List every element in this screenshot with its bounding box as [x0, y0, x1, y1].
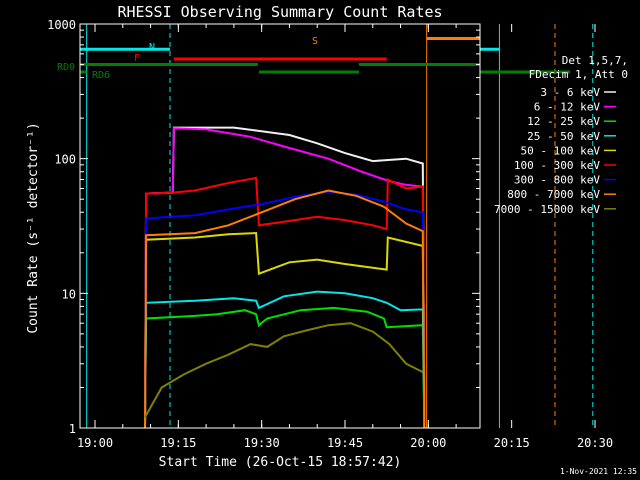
- legend-label: 50 - 100 keV: [521, 144, 601, 157]
- series-line: [144, 306, 426, 429]
- x-tick-label: 19:30: [244, 436, 280, 450]
- legend-label: 300 - 800 keV: [514, 174, 600, 187]
- y-tick-label: 1: [69, 422, 76, 436]
- legend-label: 3 - 6 keV: [540, 86, 600, 99]
- x-tick-label: 19:15: [160, 436, 196, 450]
- flag-label: S: [312, 36, 318, 47]
- y-tick-label: 1000: [47, 18, 76, 32]
- flag-label: RD0: [57, 62, 75, 73]
- footer-timestamp: 1-Nov-2021 12:35: [560, 467, 637, 476]
- x-tick-label: 19:45: [327, 436, 363, 450]
- legend-label: 6 - 12 keV: [534, 101, 601, 114]
- series-line: [144, 176, 426, 429]
- legend-header: Det 1,5,7,: [562, 54, 628, 67]
- series-line: [144, 189, 426, 429]
- y-tick-label: 10: [62, 287, 76, 301]
- y-tick-label: 100: [54, 153, 76, 167]
- legend-label: 800 - 7000 keV: [507, 188, 600, 201]
- flag-label: N: [149, 42, 155, 53]
- x-tick-label: 20:15: [494, 436, 530, 450]
- series-line: [144, 290, 426, 429]
- legend-label: 7000 - 15000 keV: [494, 203, 600, 216]
- y-axis-label: Count Rate (s⁻¹ detector⁻¹): [26, 122, 41, 333]
- plot-area: NF S RD0 RD6: [57, 24, 594, 428]
- legend-label: 100 - 300 keV: [514, 159, 600, 172]
- legend-label: 12 - 25 keV: [527, 115, 600, 128]
- series-lines: [144, 126, 426, 429]
- flag-label: F: [134, 53, 140, 64]
- plot-frame: [79, 23, 481, 429]
- x-tick-label: 19:00: [77, 436, 113, 450]
- legend: Det 1,5,7,FDecim 1, Att 0 3 - 6 keV 6 - 12…: [494, 54, 628, 216]
- flag-label: RD6: [92, 70, 110, 81]
- series-line: [144, 322, 424, 418]
- series-line: [144, 232, 426, 429]
- x-axis-label: Start Time (26-Oct-15 18:57:42): [159, 455, 402, 470]
- chart-title: RHESSI Observing Summary Count Rates: [117, 3, 442, 21]
- x-tick-label: 20:30: [577, 436, 613, 450]
- axes: 1 10 100 1000 19:00 19:15 19:30 19:45 20:00 20:15…: [47, 18, 613, 450]
- legend-label: 25 - 50 keV: [527, 130, 600, 143]
- x-tick-label: 20:00: [410, 436, 446, 450]
- legend-header: FDecim 1, Att 0: [529, 68, 628, 81]
